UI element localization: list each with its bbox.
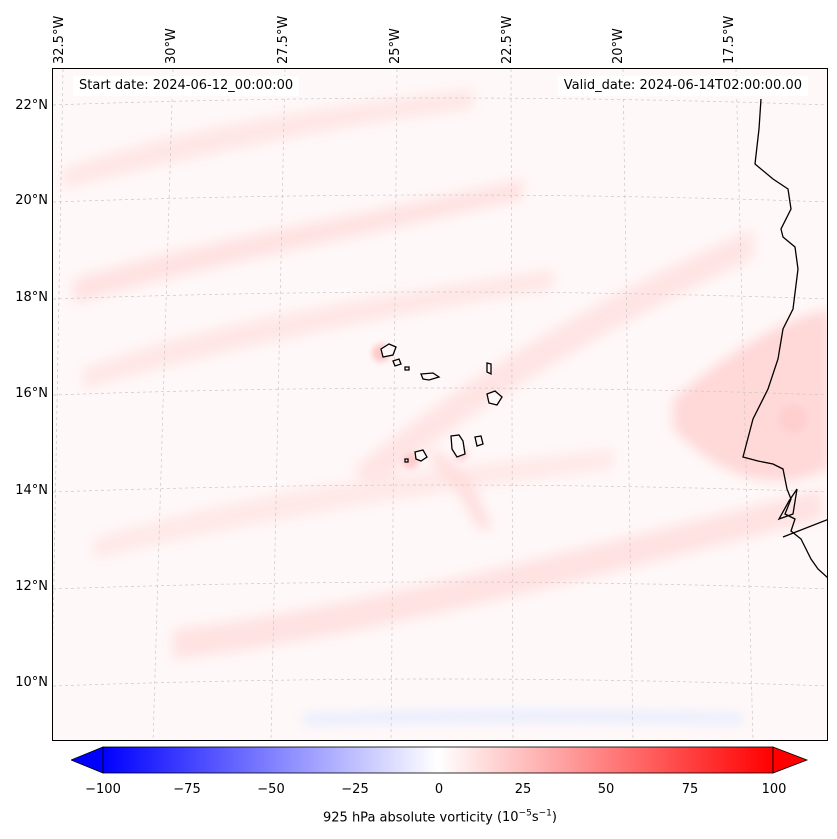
colorbar-tick: 25: [514, 782, 532, 797]
vorticity-field: [53, 69, 827, 740]
colorbar-tick: 75: [681, 782, 699, 797]
colorbar-tick: −50: [257, 782, 285, 797]
lat-label-14n: 14°N: [15, 483, 48, 498]
colorbar-tick: 50: [597, 782, 615, 797]
lon-label-22-5w: 22.5°W: [500, 15, 515, 64]
map-panel: [52, 68, 828, 741]
colorbar-tick: −100: [85, 782, 121, 797]
vorticity-streaks: [63, 89, 827, 725]
colorbar-extend-high: [772, 746, 809, 774]
lon-label-20w: 20°W: [611, 28, 626, 64]
colorbar-tick: −25: [341, 782, 369, 797]
colorbar: [71, 746, 809, 774]
lat-label-12n: 12°N: [15, 579, 48, 594]
variable-name: 925 hPa absolute vorticity: [323, 810, 493, 826]
colorbar-tick: 100: [761, 782, 787, 797]
colorbar-tick: −75: [173, 782, 201, 797]
lon-label-30w: 30°W: [164, 28, 179, 64]
colorbar-tick: 0: [434, 782, 444, 797]
units: (10−5s−1): [496, 809, 557, 826]
lon-label-27-5w: 27.5°W: [276, 15, 291, 64]
cape-verde-islands: [380, 343, 503, 463]
colorbar-extend-low: [71, 746, 104, 774]
lon-label-17-5w: 17.5°W: [722, 15, 737, 64]
lat-label-20n: 20°N: [15, 193, 48, 208]
colorbar-gradient: [102, 746, 774, 774]
lat-label-16n: 16°N: [15, 386, 48, 401]
coastline-cape-verde-tip: [777, 488, 827, 538]
lat-label-22n: 22°N: [15, 98, 48, 113]
start-date-label: Start date: 2024-06-12_00:00:00: [73, 76, 300, 96]
lat-label-10n: 10°N: [15, 675, 48, 690]
graticule: [53, 69, 827, 740]
lon-label-32-5w: 32.5°W: [52, 15, 67, 64]
lat-label-18n: 18°N: [15, 290, 48, 305]
colorbar-label: 925 hPa absolute vorticity (10−5s−1): [0, 809, 837, 825]
valid-date-label: Valid_date: 2024-06-14T02:00:00.00: [557, 76, 808, 96]
lon-label-25w: 25°W: [388, 28, 403, 64]
coastline-africa: [742, 98, 827, 579]
